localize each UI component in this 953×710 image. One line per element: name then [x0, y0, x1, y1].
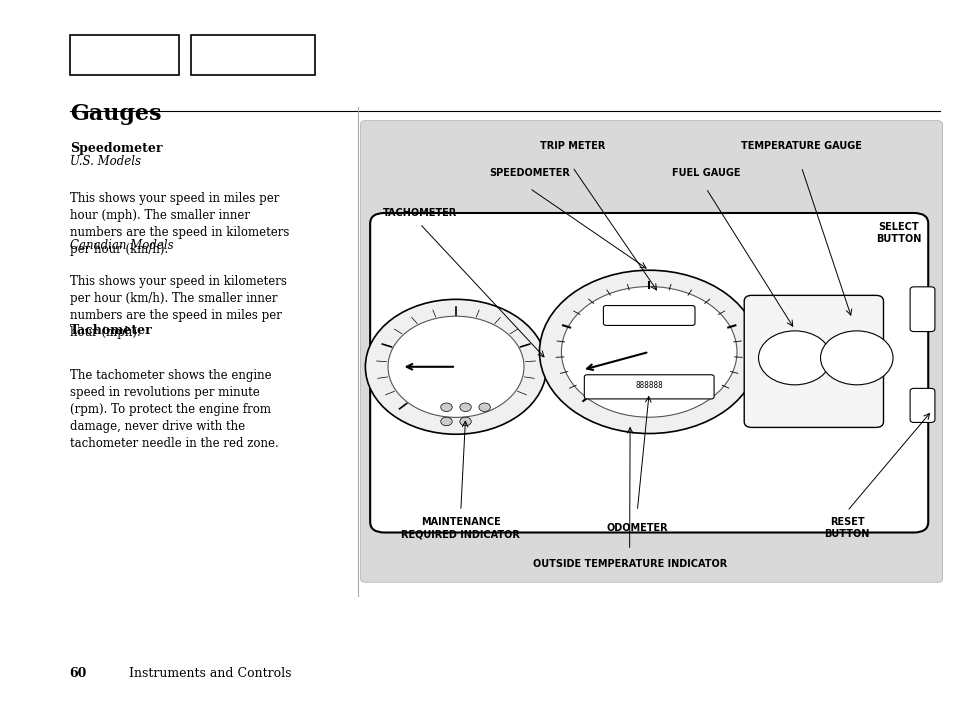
- Text: Instruments and Controls: Instruments and Controls: [129, 667, 291, 679]
- Circle shape: [440, 403, 452, 412]
- Text: RESET
BUTTON: RESET BUTTON: [823, 518, 869, 539]
- FancyBboxPatch shape: [909, 287, 934, 332]
- Text: The tachometer shows the engine
speed in revolutions per minute
(rpm). To protec: The tachometer shows the engine speed in…: [70, 369, 278, 450]
- Bar: [191, 36, 314, 75]
- Circle shape: [478, 403, 490, 412]
- Text: TRIP METER: TRIP METER: [539, 141, 604, 151]
- Text: Gauges: Gauges: [70, 103, 161, 125]
- Text: This shows your speed in kilometers
per hour (km/h). The smaller inner
numbers a: This shows your speed in kilometers per …: [70, 275, 286, 339]
- Circle shape: [560, 287, 736, 417]
- Circle shape: [388, 316, 523, 417]
- Bar: [70, 36, 179, 75]
- FancyBboxPatch shape: [583, 375, 713, 399]
- Text: This shows your speed in miles per
hour (mph). The smaller inner
numbers are the: This shows your speed in miles per hour …: [70, 192, 289, 256]
- Text: Canadian Models: Canadian Models: [70, 239, 173, 251]
- Text: 888888: 888888: [635, 381, 662, 390]
- Text: SPEEDOMETER: SPEEDOMETER: [489, 168, 569, 178]
- Circle shape: [365, 300, 546, 435]
- Text: Tachometer: Tachometer: [70, 324, 152, 337]
- Circle shape: [820, 331, 892, 385]
- Text: MAINTENANCE
REQUIRED INDICATOR: MAINTENANCE REQUIRED INDICATOR: [401, 518, 519, 539]
- FancyBboxPatch shape: [360, 121, 942, 582]
- Text: OUTSIDE TEMPERATURE INDICATOR: OUTSIDE TEMPERATURE INDICATOR: [532, 559, 726, 569]
- Text: TACHOMETER: TACHOMETER: [382, 208, 456, 218]
- Circle shape: [758, 331, 830, 385]
- Text: ODOMETER: ODOMETER: [606, 523, 667, 533]
- Text: TEMPERATURE GAUGE: TEMPERATURE GAUGE: [740, 141, 861, 151]
- FancyBboxPatch shape: [602, 305, 694, 325]
- Circle shape: [538, 271, 759, 434]
- Text: Speedometer: Speedometer: [70, 142, 162, 155]
- Text: SELECT
BUTTON: SELECT BUTTON: [875, 222, 921, 244]
- Text: FUEL GAUGE: FUEL GAUGE: [671, 168, 740, 178]
- FancyBboxPatch shape: [370, 213, 927, 532]
- Circle shape: [459, 403, 471, 412]
- Text: 60: 60: [70, 667, 87, 679]
- FancyBboxPatch shape: [909, 388, 934, 422]
- Circle shape: [459, 417, 471, 426]
- FancyBboxPatch shape: [743, 295, 882, 427]
- Circle shape: [440, 417, 452, 426]
- Text: U.S. Models: U.S. Models: [70, 155, 140, 168]
